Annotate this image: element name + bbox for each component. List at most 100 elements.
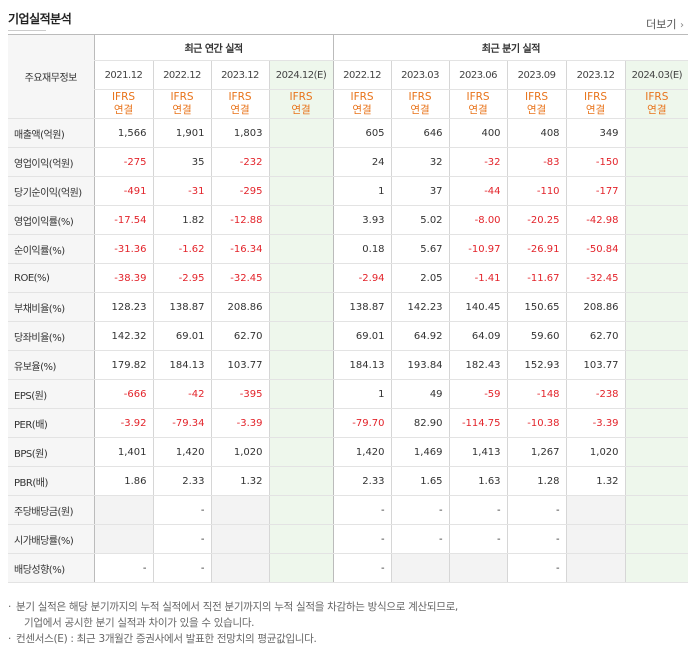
table-cell bbox=[268, 350, 334, 380]
table-cell: 1.65 bbox=[390, 466, 450, 496]
table-cell: -42.98 bbox=[565, 205, 626, 235]
table-cell: 142.32 bbox=[93, 321, 153, 351]
table-cell bbox=[565, 553, 626, 583]
table-cell: - bbox=[152, 553, 211, 583]
table-cell: 1 bbox=[332, 176, 392, 206]
ifrs-label: IFRS 연결 bbox=[565, 89, 626, 119]
table-row: 시가배당률(%) - - - - - bbox=[8, 524, 689, 554]
table-cell: -275 bbox=[93, 147, 153, 177]
table-cell: -2.94 bbox=[332, 263, 392, 293]
table-cell: - bbox=[152, 524, 211, 554]
table-cell: 69.01 bbox=[332, 321, 392, 351]
table-cell bbox=[624, 176, 689, 206]
table-row: PBR(배) 1.86 2.33 1.32 2.33 1.65 1.63 1.28 1.32 bbox=[8, 466, 689, 496]
table-cell: 1.32 bbox=[565, 466, 626, 496]
table-row: 매출액(억원) 1,566 1,901 1,803 605 646 400 408 349 bbox=[8, 118, 689, 148]
table-cell: -232 bbox=[210, 147, 269, 177]
ifrs-line2: 연결 bbox=[468, 104, 488, 116]
table-cell bbox=[624, 553, 689, 583]
ifrs-label: IFRS 연결 bbox=[268, 89, 334, 119]
table-cell: -8.00 bbox=[448, 205, 508, 235]
ifrs-line1: IFRS bbox=[170, 91, 194, 103]
ifrs-line2: 연결 bbox=[526, 104, 547, 116]
table-cell: 408 bbox=[506, 118, 567, 148]
table-cell bbox=[448, 553, 508, 583]
period-header: 2022.12 bbox=[332, 60, 392, 90]
table-cell: 1,469 bbox=[390, 437, 450, 467]
table-cell: -32.45 bbox=[565, 263, 626, 293]
ifrs-line1: IFRS bbox=[228, 91, 252, 103]
table-cell: 64.09 bbox=[448, 321, 508, 351]
table-row: 배당성향(%) - - - - bbox=[8, 553, 689, 583]
table-cell: 1,803 bbox=[210, 118, 269, 148]
ifrs-line1: IFRS bbox=[408, 91, 432, 103]
table-cell: - bbox=[506, 553, 567, 583]
table-cell: -31 bbox=[152, 176, 211, 206]
table-cell: 179.82 bbox=[93, 350, 153, 380]
table-cell: -3.92 bbox=[93, 408, 153, 438]
table-cell: -148 bbox=[506, 379, 567, 409]
table-cell: 1,267 bbox=[506, 437, 567, 467]
table-cell bbox=[624, 205, 689, 235]
table-cell: - bbox=[390, 524, 450, 554]
table-cell: 1,420 bbox=[152, 437, 211, 467]
table-cell: -17.54 bbox=[93, 205, 153, 235]
table-cell bbox=[624, 379, 689, 409]
table-row: ROE(%) -38.39 -2.95 -32.45 -2.94 2.05 -1.41 -11… bbox=[8, 263, 689, 293]
row-label: 당좌비율(%) bbox=[8, 321, 94, 351]
table-cell: -59 bbox=[448, 379, 508, 409]
quarter-group-header: 최근 분기 실적 bbox=[332, 34, 689, 61]
table-cell bbox=[268, 408, 334, 438]
table-cell bbox=[624, 263, 689, 293]
table-cell: 140.45 bbox=[448, 292, 508, 322]
period-header: 2021.12 bbox=[93, 60, 153, 90]
more-link[interactable]: 더보기 › bbox=[646, 16, 684, 32]
table-cell bbox=[268, 205, 334, 235]
table-cell: -2.95 bbox=[152, 263, 211, 293]
ifrs-label: IFRS 연결 bbox=[390, 89, 450, 119]
table-cell: -79.34 bbox=[152, 408, 211, 438]
table-cell: -1.62 bbox=[152, 234, 211, 264]
table-cell: -150 bbox=[565, 147, 626, 177]
table-cell: 69.01 bbox=[152, 321, 211, 351]
table-cell: -20.25 bbox=[506, 205, 567, 235]
table-cell: 24 bbox=[332, 147, 392, 177]
table-cell: - bbox=[332, 524, 392, 554]
table-cell: 193.84 bbox=[390, 350, 450, 380]
table-cell: -3.39 bbox=[210, 408, 269, 438]
table-cell bbox=[268, 495, 334, 525]
ifrs-line2: 연결 bbox=[230, 104, 250, 116]
table-row: 부채비율(%) 128.23 138.87 208.86 138.87 142.23 140… bbox=[8, 292, 689, 322]
table-cell bbox=[268, 466, 334, 496]
table-cell: 62.70 bbox=[210, 321, 269, 351]
table-cell: -42 bbox=[152, 379, 211, 409]
table-cell bbox=[268, 234, 334, 264]
table-cell: 1.86 bbox=[93, 466, 153, 496]
table-cell: 35 bbox=[152, 147, 211, 177]
period-header: 2023.12 bbox=[565, 60, 626, 90]
ifrs-line1: IFRS bbox=[645, 91, 669, 103]
table-cell: 1.28 bbox=[506, 466, 567, 496]
table-cell: -79.70 bbox=[332, 408, 392, 438]
table-cell: -295 bbox=[210, 176, 269, 206]
table-cell: 349 bbox=[565, 118, 626, 148]
table-cell: -666 bbox=[93, 379, 153, 409]
table-cell: 208.86 bbox=[210, 292, 269, 322]
more-link-label[interactable]: 더보기 bbox=[646, 18, 677, 31]
table-cell: 62.70 bbox=[565, 321, 626, 351]
table-row: PER(배) -3.92 -79.34 -3.39 -79.70 82.90 -114.75… bbox=[8, 408, 689, 438]
table-cell: -1.41 bbox=[448, 263, 508, 293]
table-row: 유보율(%) 179.82 184.13 103.77 184.13 193.84 182.… bbox=[8, 350, 689, 380]
table-cell: -177 bbox=[565, 176, 626, 206]
table-cell: 5.02 bbox=[390, 205, 450, 235]
table-cell bbox=[210, 553, 269, 583]
table-cell bbox=[268, 263, 334, 293]
row-label: 시가배당률(%) bbox=[8, 524, 94, 554]
ifrs-label: IFRS 연결 bbox=[210, 89, 269, 119]
table-cell: -38.39 bbox=[93, 263, 153, 293]
ifrs-line2: 연결 bbox=[585, 104, 606, 116]
table-cell: - bbox=[506, 495, 567, 525]
table-cell: 2.33 bbox=[152, 466, 211, 496]
table-cell bbox=[93, 495, 153, 525]
ifrs-label: IFRS 연결 bbox=[624, 89, 689, 119]
